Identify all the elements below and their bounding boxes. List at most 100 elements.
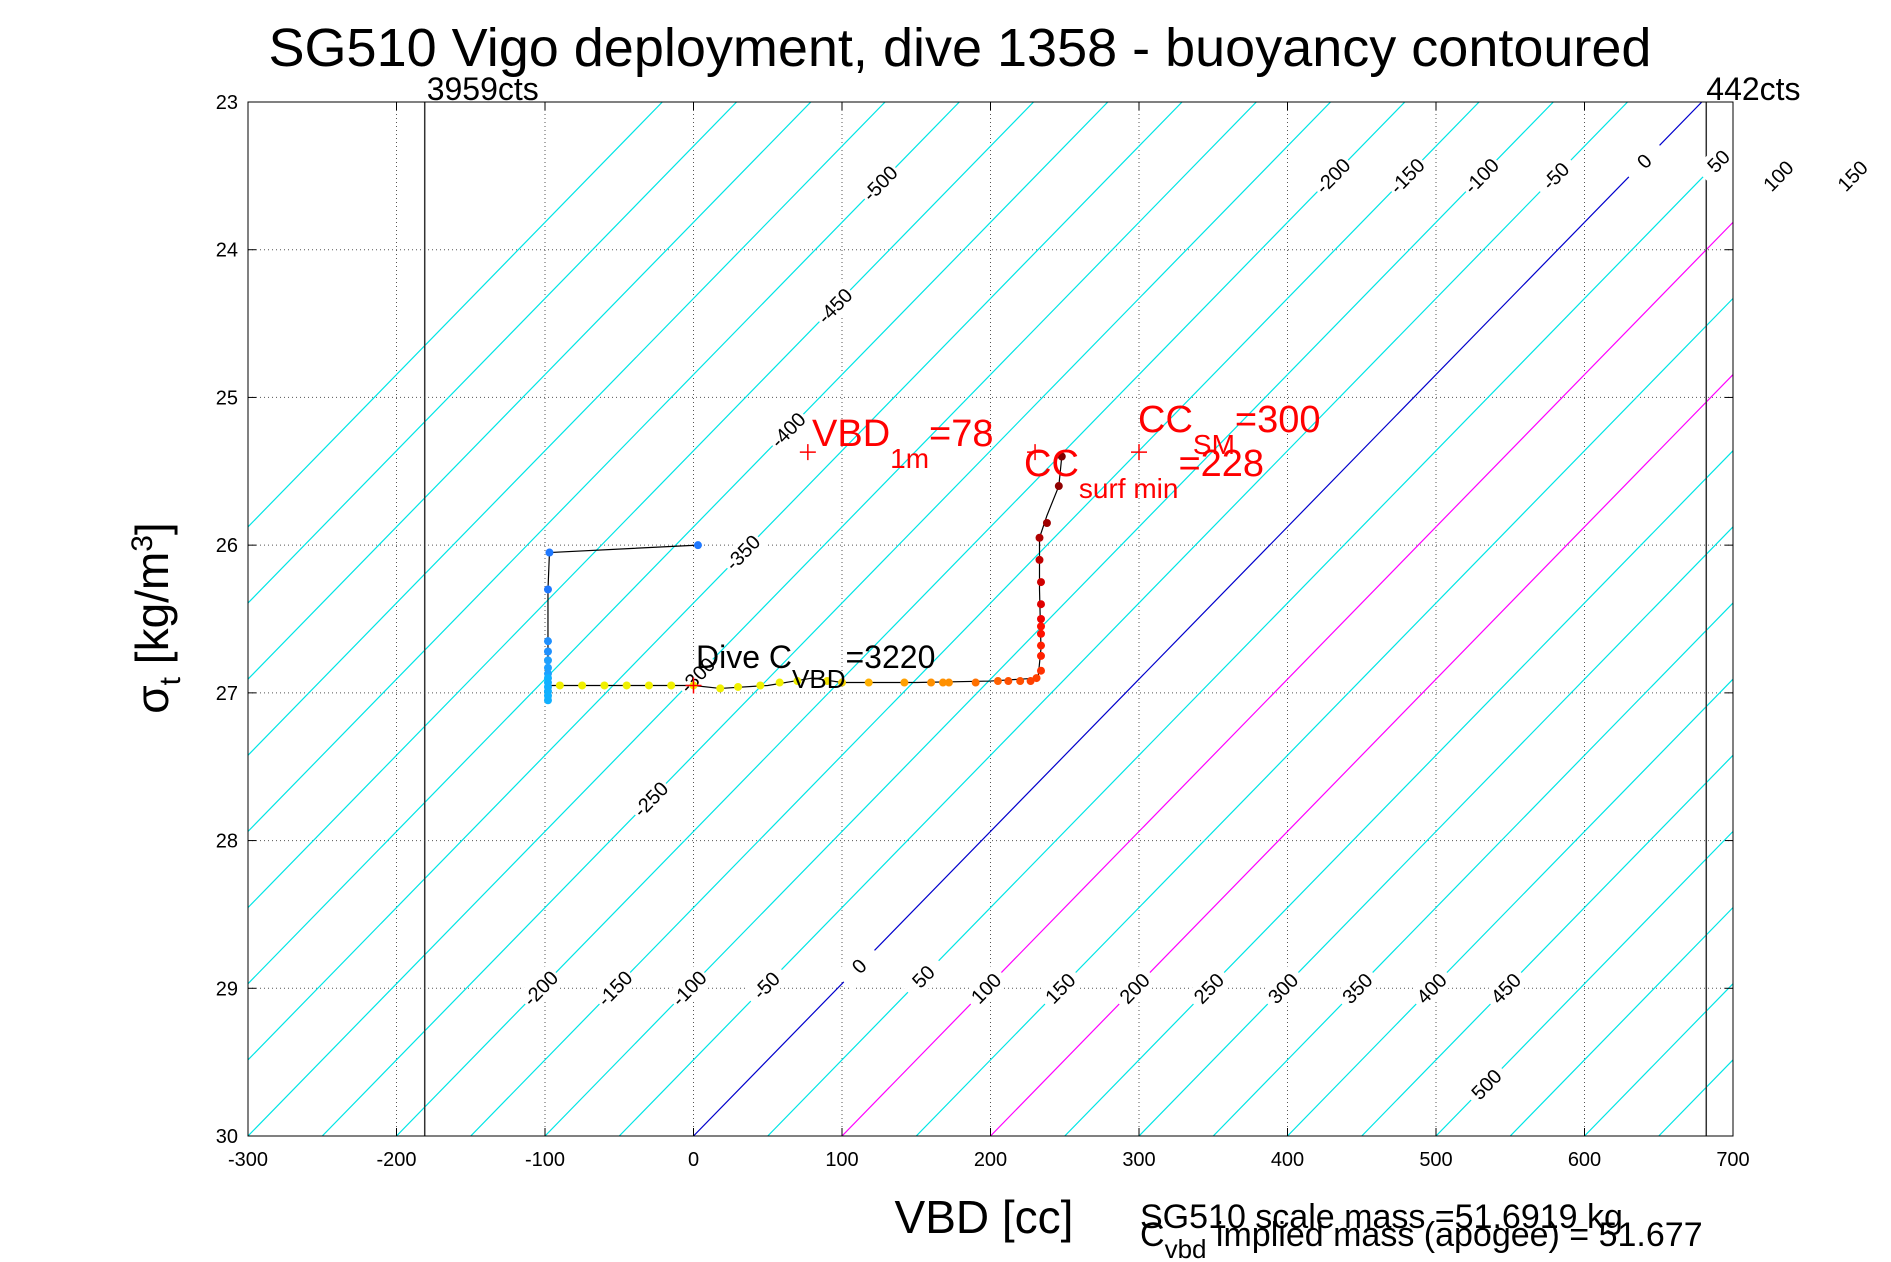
contour-label-bottom-bg	[1184, 964, 1233, 1013]
vbd-limit-label: 3959cts	[427, 71, 539, 107]
contour-label-top-bg	[764, 405, 812, 455]
dive-point	[543, 696, 552, 705]
dive-cvbd-label-main: Dive C	[696, 639, 792, 675]
y-axis-title-sub: t	[154, 676, 187, 685]
contour-line	[470, 102, 1480, 1136]
contour-label-top-bg	[856, 159, 905, 208]
contour-line	[1361, 754, 1733, 1136]
contour-line	[248, 102, 663, 528]
x-tick-label: -100	[525, 1149, 565, 1171]
x-tick-label: 0	[688, 1149, 699, 1171]
dive-point	[1016, 677, 1025, 686]
contour-line	[915, 297, 1733, 1136]
contour-line	[1435, 830, 1733, 1136]
contour-label-bottom-bg	[1481, 964, 1530, 1013]
cc-surf-min-label-sub: surf min	[1079, 473, 1179, 504]
contour-label-bottom-bg	[1259, 964, 1307, 1013]
dive-point	[838, 678, 846, 687]
contour-line	[1287, 678, 1733, 1136]
x-tick-label: -300	[228, 1149, 268, 1171]
vbd-limit-label: 442cts	[1706, 71, 1800, 107]
cc-sm-label-value: =300	[1235, 399, 1321, 441]
plus-marker	[799, 444, 816, 461]
y-tick-label: 29	[216, 978, 238, 1000]
contour-label-bottom-bg	[962, 964, 1010, 1013]
contour-label-top-bg	[810, 281, 859, 330]
contour-label-top-bg	[1531, 151, 1580, 200]
contour-label-top-bg	[1754, 151, 1803, 200]
y-axis-title-sup: 3	[126, 535, 159, 552]
dive-point	[927, 678, 936, 687]
x-tick-label: 100	[825, 1149, 858, 1171]
contour-line	[1064, 449, 1733, 1136]
y-axis-title-close: ]	[126, 522, 178, 535]
chart-title: SG510 Vigo deployment, dive 1358 - buoya…	[269, 18, 1652, 78]
contour-label-bottom-bg	[742, 961, 791, 1010]
cc-sm-label: CCSM=300	[1138, 399, 1320, 460]
dive-point	[1042, 518, 1051, 527]
x-tick-label: 300	[1122, 1149, 1155, 1171]
contour-line	[1138, 526, 1733, 1136]
y-tick-label: 27	[216, 683, 238, 705]
dive-cvbd-label-sub: VBD	[792, 664, 845, 694]
y-tick-label: 28	[216, 831, 238, 853]
vbd1m-label-value: =78	[929, 413, 993, 455]
contour-label-bottom-bg	[835, 941, 884, 991]
dive-point	[543, 656, 552, 665]
cc-surf-min-label-main: CC	[1024, 443, 1079, 485]
dive-point	[775, 678, 784, 687]
contour-line	[248, 102, 1109, 985]
dive-point	[793, 677, 802, 686]
contour-label-bottom-bg	[516, 964, 565, 1013]
axis-ticks: -300 -200 -100 0 100 200 300 400 500 600 700 23 24 25…	[216, 92, 1750, 1171]
x-tick-label: -200	[376, 1149, 416, 1171]
contour-line	[248, 102, 886, 757]
dive-point	[864, 678, 873, 687]
contour-line	[248, 102, 1183, 1061]
dive-point	[756, 681, 765, 690]
implied-mass-sub: vbd	[1165, 1234, 1207, 1262]
dive-point	[1036, 641, 1045, 650]
vbd1m-label: VBD1m=78	[812, 413, 994, 474]
dive-point	[1035, 533, 1044, 542]
dive-point	[971, 678, 980, 687]
dive-point	[644, 681, 653, 690]
contour-line	[544, 102, 1554, 1136]
dive-point	[1036, 629, 1045, 638]
cc-surf-min-label-value: =228	[1178, 443, 1264, 485]
contour-label-top-bg	[1828, 151, 1877, 200]
implied-mass-rest: implied mass (apogee) = 51.677	[1206, 1216, 1702, 1254]
dive-point	[693, 541, 702, 550]
cc-sm-label-sub: SM	[1193, 429, 1235, 460]
contour-line	[990, 373, 1733, 1136]
dive-point	[938, 678, 947, 687]
dive-point	[1004, 677, 1013, 686]
vbd-limit-lines: 3959cts 442cts	[423, 71, 1801, 1136]
x-tick-label: 500	[1419, 1149, 1452, 1171]
dive-point	[667, 681, 676, 690]
contour-label-top-bg	[626, 775, 675, 824]
dive-point	[543, 637, 552, 646]
dive-point	[944, 678, 953, 687]
contour-line	[1509, 906, 1733, 1136]
contour-label-top-bg	[1694, 136, 1743, 186]
cc-surf-min-label: CCsurf min=228	[1024, 443, 1264, 504]
dive-point	[543, 647, 552, 656]
vbd1m-label-sub: 1m	[890, 443, 929, 474]
y-tick-label: 25	[216, 387, 238, 409]
contour-line	[396, 102, 1406, 1136]
y-tick-label: 26	[216, 535, 238, 557]
x-axis-title: VBD [cc]	[895, 1191, 1074, 1243]
contour-label-top-bg	[1383, 151, 1431, 200]
dive-point	[622, 681, 631, 690]
dive-point	[600, 681, 609, 690]
dive-point	[716, 684, 725, 693]
contour-line	[841, 221, 1733, 1136]
contour-line	[248, 102, 1034, 909]
dive-point	[993, 677, 1002, 686]
contour-label-bottom-bg	[1333, 964, 1382, 1013]
scale-mass-text: SG510 scale mass =51.6919 kg	[1140, 1198, 1623, 1236]
x-tick-label: 600	[1568, 1149, 1601, 1171]
contour-label-bottom-bg	[1407, 964, 1456, 1013]
dive-point	[543, 585, 552, 594]
